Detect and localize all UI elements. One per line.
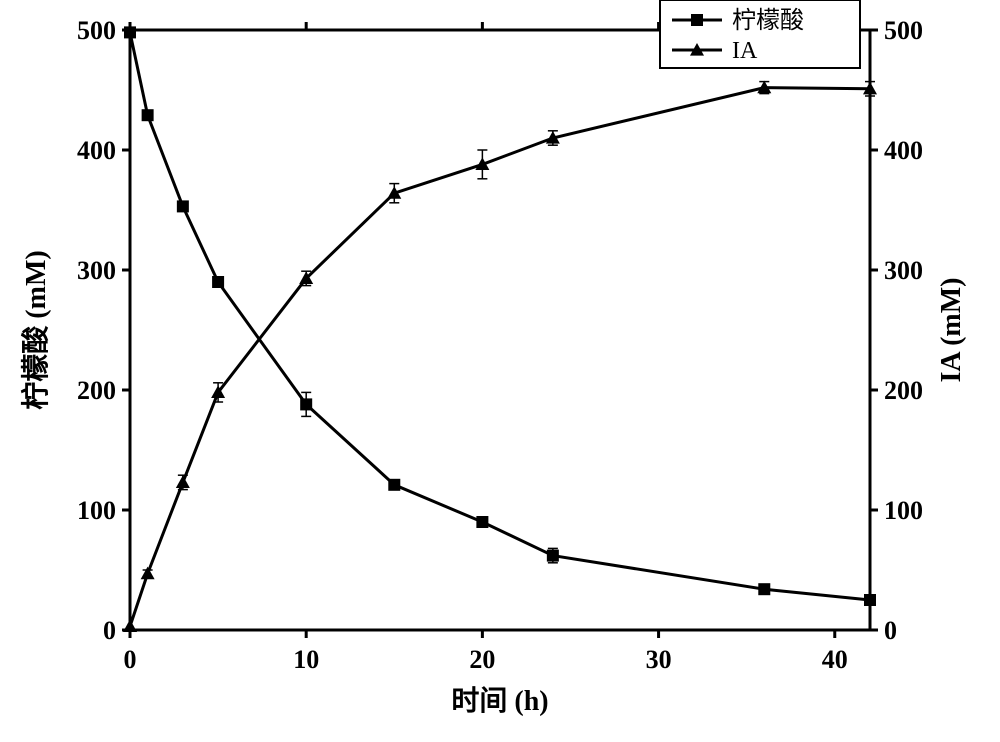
y-right-tick-label: 100 — [884, 496, 923, 525]
chart-svg: 0 10 20 30 40 时间 (h) 0 100 200 300 400 500 柠檬酸 (mM) 0… — [0, 0, 1000, 742]
marker-square — [124, 26, 136, 38]
y-left-tick-label: 200 — [77, 376, 116, 405]
marker-square — [300, 398, 312, 410]
y-left-tick-label: 300 — [77, 256, 116, 285]
plot-border — [130, 30, 870, 630]
marker-square — [691, 14, 703, 26]
marker-triangle — [176, 475, 190, 488]
marker-square — [212, 276, 224, 288]
y-left-axis-label: 柠檬酸 (mM) — [20, 250, 52, 409]
marker-square — [142, 109, 154, 121]
y-right-tick-label: 300 — [884, 256, 923, 285]
x-tick-label: 0 — [124, 645, 137, 674]
y-left-tick-label: 500 — [77, 16, 116, 45]
x-axis-label: 时间 (h) — [451, 685, 548, 717]
series-line-柠檬酸 — [130, 32, 870, 600]
y-left-tick-label: 100 — [77, 496, 116, 525]
legend-label: 柠檬酸 — [732, 7, 804, 34]
x-tick-label: 30 — [646, 645, 672, 674]
y-left-tick-label: 400 — [77, 136, 116, 165]
marker-square — [758, 583, 770, 595]
marker-triangle — [141, 567, 155, 580]
y-right-tick-label: 400 — [884, 136, 923, 165]
y-right-tick-label: 200 — [884, 376, 923, 405]
legend-label: IA — [732, 38, 758, 64]
y-right-axis-label: IA (mM) — [936, 278, 967, 383]
y-left-tick-label: 0 — [103, 616, 116, 645]
marker-triangle — [123, 619, 137, 632]
marker-square — [547, 550, 559, 562]
marker-square — [476, 516, 488, 528]
x-tick-label: 10 — [293, 645, 319, 674]
x-tick-label: 40 — [822, 645, 848, 674]
y-right-tick-label: 500 — [884, 16, 923, 45]
marker-square — [177, 200, 189, 212]
marker-square — [388, 479, 400, 491]
series-line-IA — [130, 88, 870, 627]
marker-square — [864, 594, 876, 606]
chart-container: 0 10 20 30 40 时间 (h) 0 100 200 300 400 500 柠檬酸 (mM) 0… — [0, 0, 1000, 742]
x-tick-label: 20 — [469, 645, 495, 674]
y-right-tick-label: 0 — [884, 616, 897, 645]
